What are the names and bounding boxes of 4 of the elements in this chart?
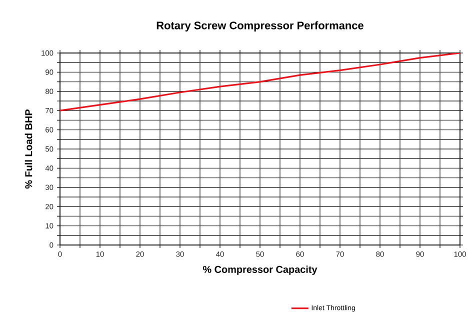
chart-title: Rotary Screw Compressor Performance [156,21,364,32]
y-axis-title: % Full Load BHP [24,109,32,189]
line-series [60,52,460,112]
x-axis-title: % Compressor Capacity [202,266,318,275]
